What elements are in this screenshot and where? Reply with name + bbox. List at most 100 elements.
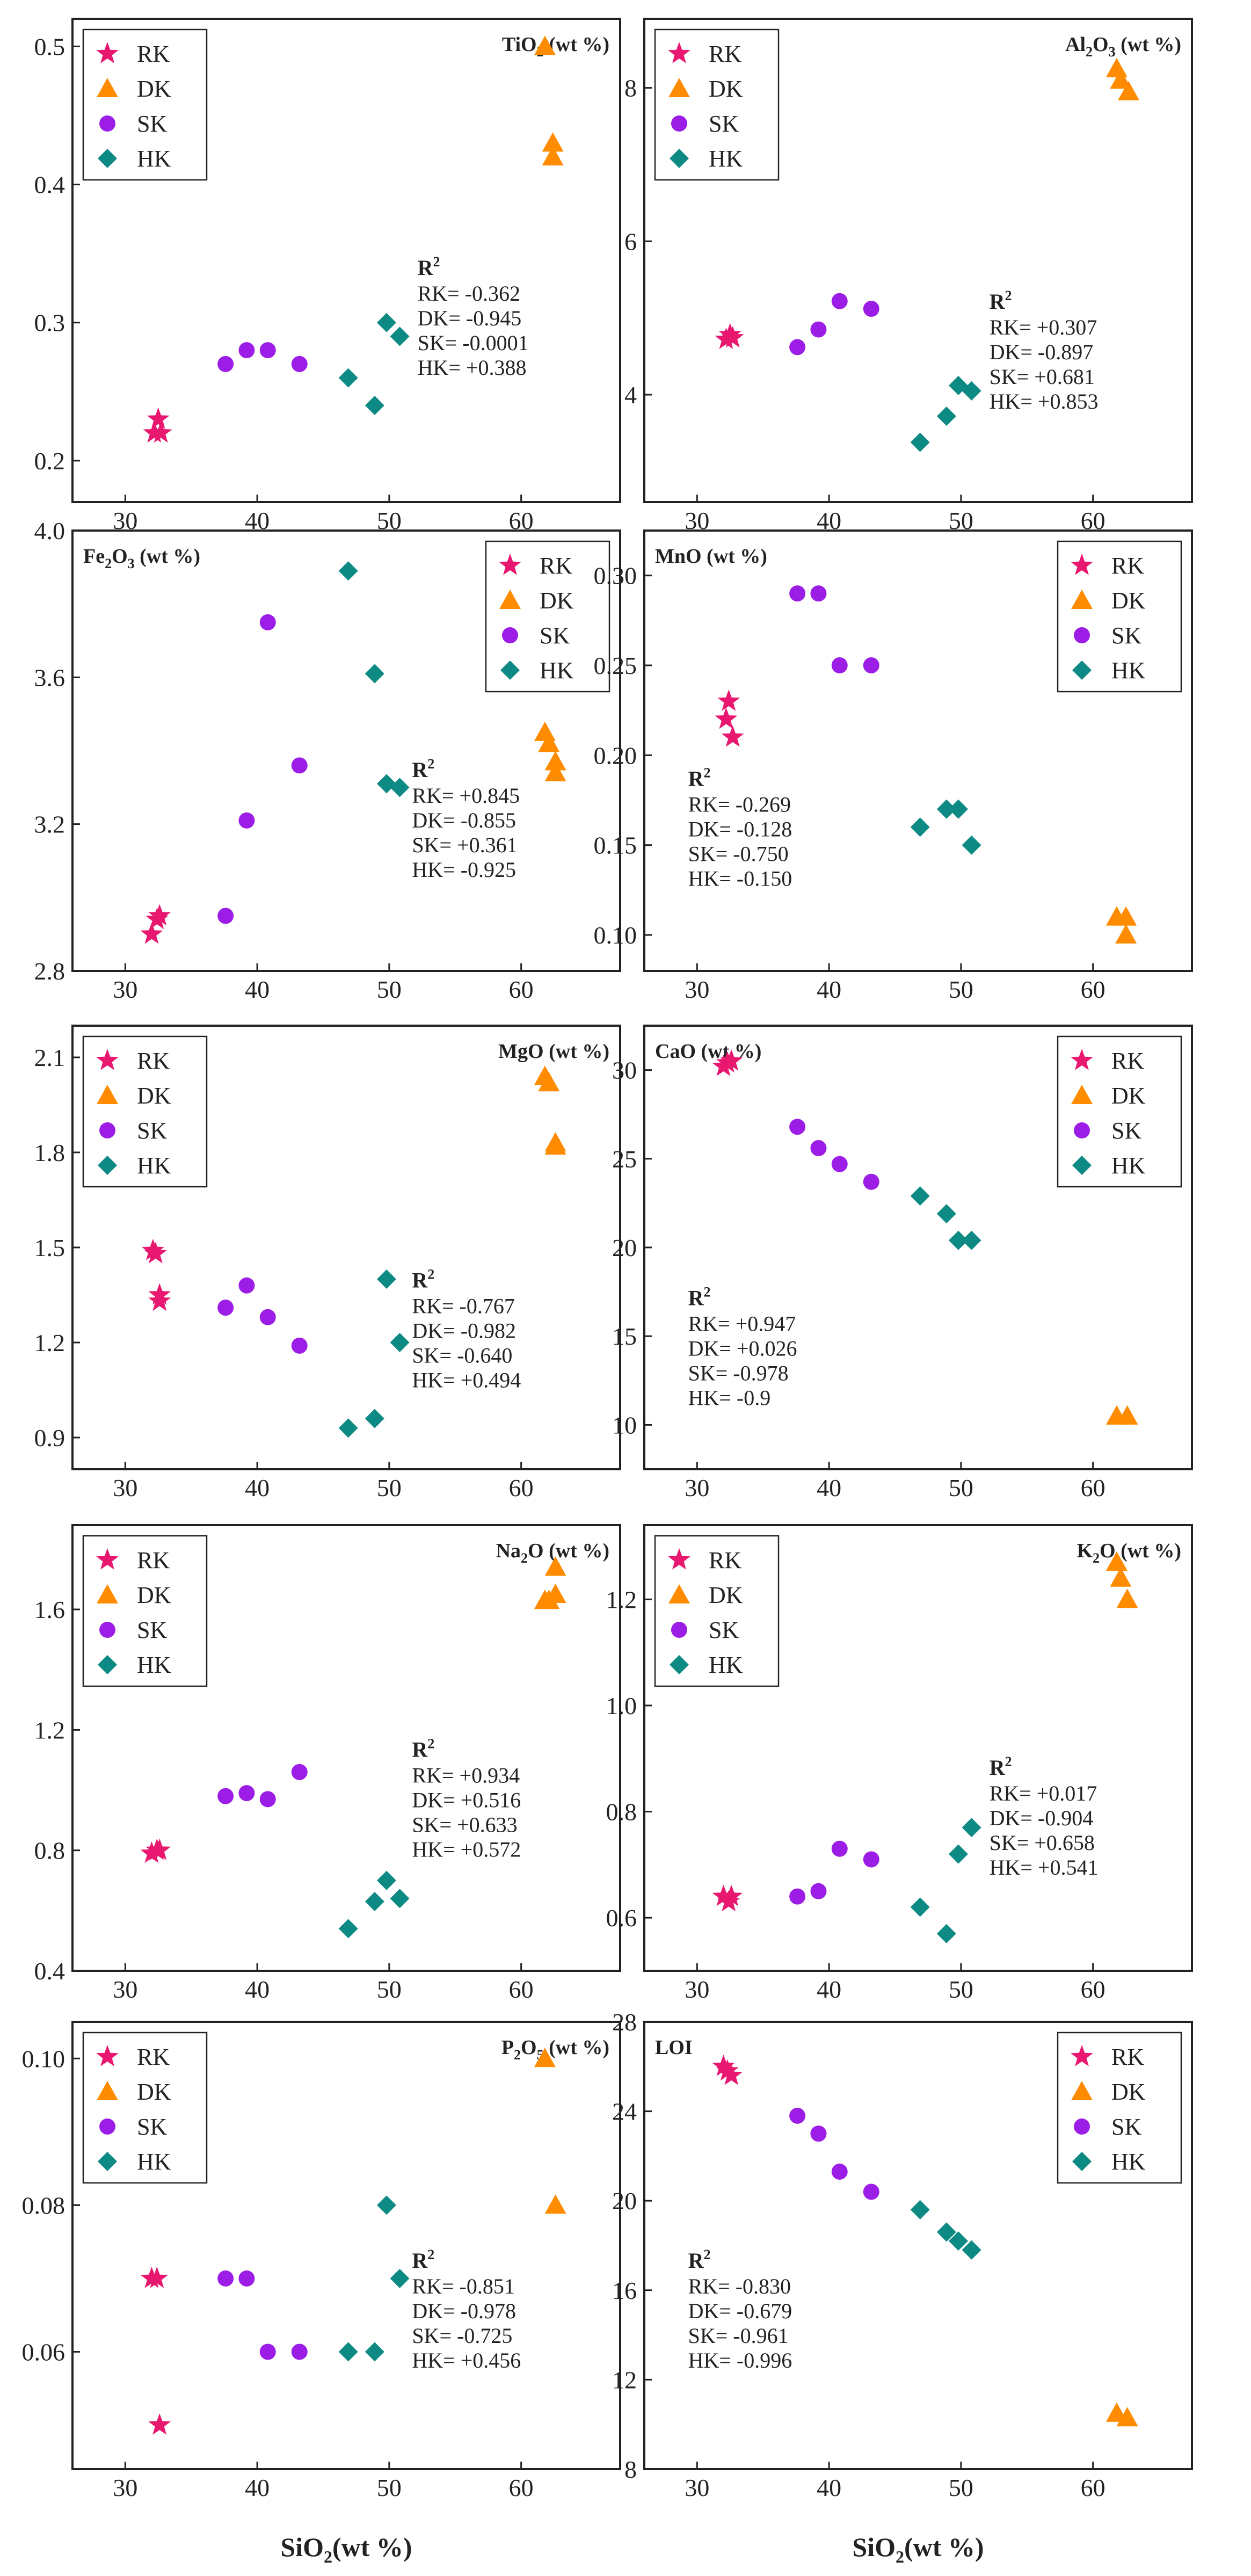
y-tick-label: 4 bbox=[624, 381, 637, 409]
r2-value-dk: DK= -0.855 bbox=[412, 808, 516, 832]
x-tick-label: 40 bbox=[817, 976, 841, 1003]
legend-marker-dk bbox=[97, 1085, 118, 1104]
r2-value-dk: DK= -0.904 bbox=[990, 1806, 1094, 1830]
x-tick-label: 30 bbox=[685, 1474, 709, 1501]
point-sk bbox=[810, 585, 827, 602]
point-dk bbox=[1116, 1405, 1138, 1425]
y-tick-label: 24 bbox=[612, 2098, 637, 2125]
r2-value-sk: SK= -0.640 bbox=[412, 1343, 512, 1367]
point-dk bbox=[1110, 1567, 1132, 1587]
r2-heading: R2 bbox=[990, 1754, 1012, 1780]
point-rk bbox=[148, 1838, 171, 1860]
y-tick-label: 1.2 bbox=[34, 1329, 66, 1356]
point-sk bbox=[291, 757, 308, 774]
x-tick-label: 40 bbox=[817, 1976, 841, 2003]
point-sk bbox=[238, 342, 255, 359]
y-tick-label: 6 bbox=[624, 228, 637, 255]
legend-marker-sk bbox=[99, 2118, 115, 2135]
y-tick-label: 0.20 bbox=[594, 742, 637, 769]
legend-marker-dk bbox=[499, 590, 521, 609]
x-tick-label: 60 bbox=[1081, 976, 1105, 1003]
x-tick-label: 50 bbox=[377, 976, 402, 1003]
legend-label-hk: HK bbox=[1111, 2149, 1146, 2175]
r2-value-sk: SK= -0.0001 bbox=[418, 331, 529, 355]
y-tick-label: 0.8 bbox=[34, 1837, 66, 1864]
point-sk bbox=[259, 342, 276, 359]
legend-label-rk: RK bbox=[709, 41, 741, 67]
legend-label-rk: RK bbox=[137, 41, 170, 67]
legend-label-dk: DK bbox=[709, 76, 743, 102]
x-axis-label-2: SiO2(wt %) bbox=[852, 2532, 984, 2566]
legend-marker-hk bbox=[98, 1655, 117, 1674]
point-sk bbox=[217, 1300, 234, 1316]
r2-value-sk: SK= -0.978 bbox=[688, 1361, 789, 1385]
panel-k2o: 0.6 0.8 1.0 1.2 30 40 50 60 K2O (wt %) RK DK SK HK R2… bbox=[606, 1524, 1193, 2003]
point-dk bbox=[542, 146, 564, 166]
point-hk bbox=[962, 1230, 981, 1250]
legend-label-dk: DK bbox=[1111, 587, 1146, 614]
x-tick-label: 50 bbox=[949, 2474, 973, 2501]
legend-marker-hk bbox=[1072, 661, 1092, 680]
plot-frame bbox=[71, 18, 621, 503]
point-sk bbox=[238, 812, 255, 829]
legend-marker-hk bbox=[98, 149, 117, 168]
r2-heading: R2 bbox=[688, 1284, 711, 1310]
r2-heading: R2 bbox=[418, 254, 440, 280]
point-dk bbox=[534, 2048, 556, 2067]
point-rk bbox=[148, 904, 171, 926]
r2-heading: R2 bbox=[412, 1266, 434, 1292]
point-sk bbox=[259, 2343, 276, 2360]
legend-label-hk: HK bbox=[540, 657, 574, 684]
r2-value-dk: DK= -0.128 bbox=[688, 817, 792, 841]
r2-heading: R2 bbox=[412, 1736, 434, 1762]
legend-marker-dk bbox=[97, 78, 118, 97]
y-tick-label: 20 bbox=[612, 2187, 637, 2215]
legend-marker-hk bbox=[670, 149, 689, 168]
y-tick-label: 20 bbox=[612, 1234, 637, 1261]
point-hk bbox=[910, 2200, 930, 2219]
r2-value-rk: RK= +0.845 bbox=[412, 783, 520, 808]
point-sk bbox=[259, 1791, 276, 1808]
r2-value-dk: DK= +0.516 bbox=[412, 1788, 521, 1812]
point-hk bbox=[910, 1186, 930, 1206]
x-tick-label: 50 bbox=[949, 976, 973, 1003]
r2-value-hk: HK= -0.150 bbox=[688, 867, 792, 891]
x-tick-label: 60 bbox=[509, 1976, 534, 2003]
legend-marker-dk bbox=[1071, 590, 1093, 609]
y-tick-label: 0.3 bbox=[34, 309, 66, 337]
y-tick-label: 2.8 bbox=[34, 957, 66, 985]
r2-value-sk: SK= +0.658 bbox=[990, 1831, 1095, 1855]
r2-value-hk: HK= +0.572 bbox=[412, 1838, 521, 1862]
y-tick-label: 0.25 bbox=[594, 652, 637, 679]
legend-label-sk: SK bbox=[137, 111, 167, 137]
point-dk bbox=[544, 1135, 566, 1155]
legend-marker-rk bbox=[668, 1548, 690, 1570]
y-tick-label: 0.6 bbox=[606, 1904, 637, 1932]
x-axis-label-1: SiO2(wt %) bbox=[280, 2532, 412, 2566]
legend-label-hk: HK bbox=[137, 1152, 171, 1179]
y-tick-label: 0.10 bbox=[594, 921, 637, 949]
point-hk bbox=[376, 2195, 396, 2215]
point-sk bbox=[831, 657, 848, 674]
r2-value-dk: DK= -0.679 bbox=[688, 2299, 792, 2323]
legend-marker-dk bbox=[1071, 2081, 1093, 2100]
x-tick-label: 40 bbox=[817, 1474, 841, 1501]
plot-frame bbox=[643, 18, 1193, 503]
r2-value-rk: RK= +0.947 bbox=[688, 1311, 796, 1336]
point-rk bbox=[720, 1884, 743, 1906]
point-sk bbox=[238, 2270, 255, 2287]
point-sk bbox=[810, 1883, 827, 1899]
point-sk bbox=[291, 1337, 308, 1354]
legend-label-rk: RK bbox=[137, 2044, 170, 2070]
point-hk bbox=[936, 2222, 956, 2242]
point-dk bbox=[534, 35, 556, 55]
point-rk bbox=[720, 1049, 743, 1071]
point-rk bbox=[146, 2267, 169, 2288]
point-sk bbox=[291, 355, 308, 372]
r2-value-hk: HK= +0.541 bbox=[990, 1855, 1099, 1880]
plot-frame bbox=[643, 1524, 1193, 1972]
x-tick-label: 30 bbox=[113, 1976, 137, 2003]
point-hk bbox=[390, 326, 410, 346]
point-dk bbox=[1116, 2407, 1138, 2427]
